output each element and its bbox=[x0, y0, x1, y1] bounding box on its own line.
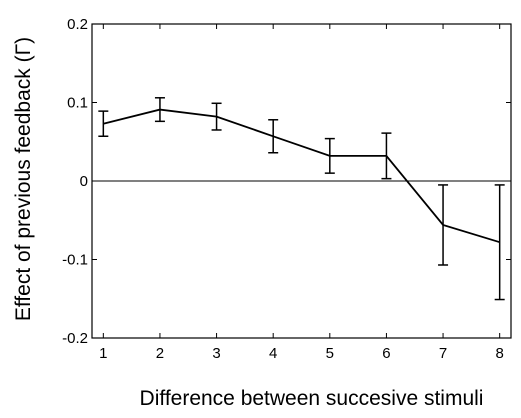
plot-area bbox=[91, 23, 512, 339]
y-tick-label: 0.1 bbox=[67, 95, 88, 112]
x-tick-label: 6 bbox=[382, 345, 390, 362]
y-tick-label: 0.2 bbox=[67, 16, 88, 33]
series-line bbox=[103, 108, 500, 244]
x-tick-label: 1 bbox=[99, 345, 107, 362]
y-tick-label: 0 bbox=[80, 173, 88, 190]
x-tick-label: 2 bbox=[156, 345, 164, 362]
y-tick-label: -0.1 bbox=[62, 252, 88, 269]
x-axis-label: Difference between succesive stimuli bbox=[140, 387, 484, 410]
x-tick-label: 8 bbox=[496, 345, 504, 362]
ticks-layer: 1 2 3 4 5 6 7 8 0.2 0.1 0 -0.1 -0.2 bbox=[62, 16, 511, 362]
y-tick-label: -0.2 bbox=[62, 330, 88, 347]
x-tick-label: 3 bbox=[212, 345, 220, 362]
x-tick-label: 5 bbox=[326, 345, 334, 362]
y-axis-label: Effect of previous feedback (Γ) bbox=[12, 37, 35, 321]
data-layer bbox=[98, 97, 505, 301]
x-tick-label: 4 bbox=[269, 345, 277, 362]
x-tick-label: 7 bbox=[439, 345, 447, 362]
